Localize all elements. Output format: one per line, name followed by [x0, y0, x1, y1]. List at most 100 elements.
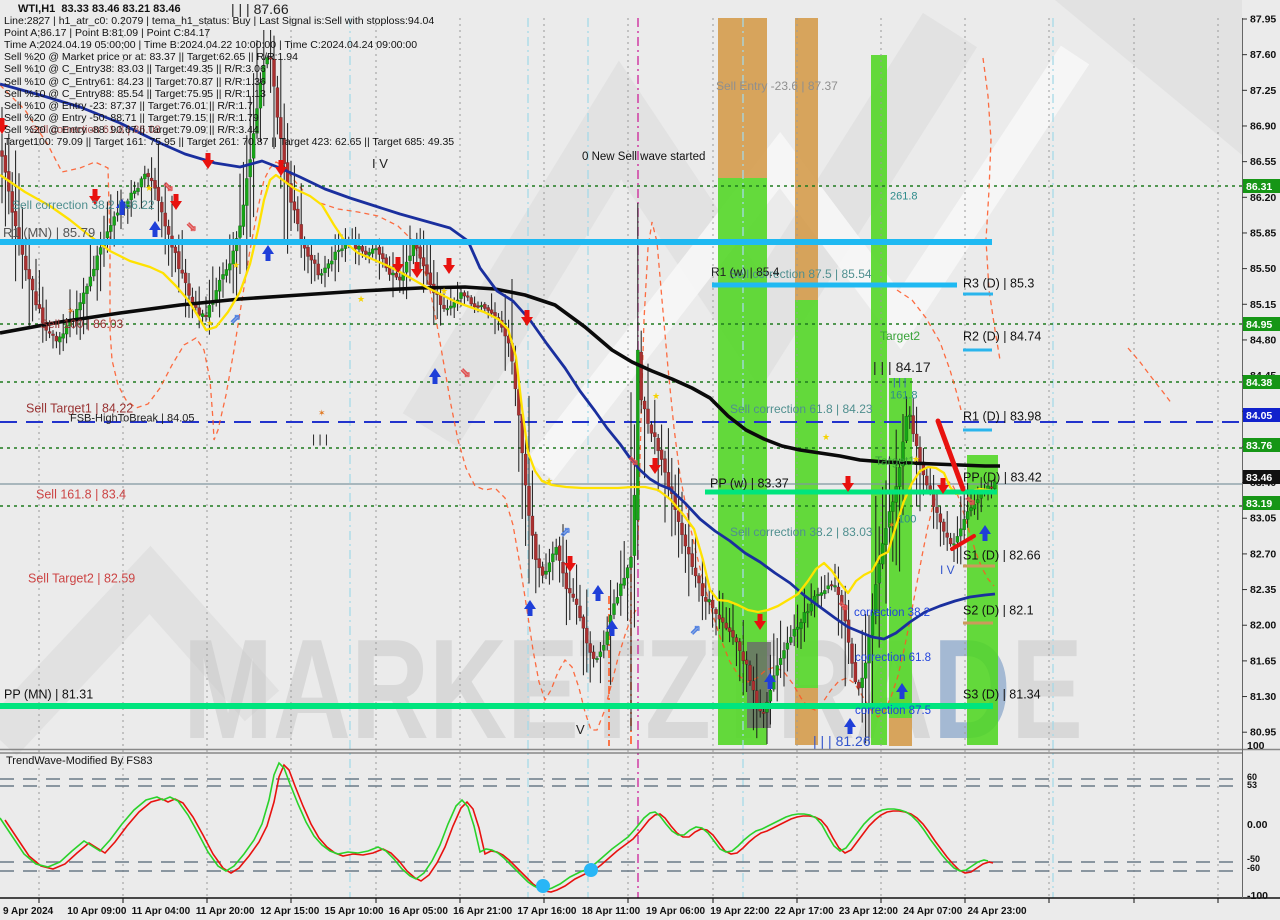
price-tick: 85.85 [1250, 227, 1276, 239]
chart-label: Sell 100 | 86.03 [40, 317, 124, 331]
time-tick: 9 Apr 2024 [3, 906, 54, 917]
time-tick: 23 Apr 12:00 [839, 906, 899, 917]
sell-arrow-icon [202, 153, 214, 169]
price-tick: 85.15 [1250, 299, 1276, 311]
chart-label: Sell correction 38.2 | 83.03 [730, 525, 873, 539]
star-icon: ★ [545, 476, 553, 486]
sell-arrow-icon [392, 257, 404, 273]
buy-arrow-icon [844, 718, 856, 734]
chart-label: R1 (w) | 85.4 [711, 265, 780, 279]
time-tick: 11 Apr 20:00 [196, 906, 255, 917]
chart-label: Sell correction 38.2 | 86.22 [12, 198, 155, 212]
buy-arrow-icon [262, 245, 274, 261]
session-band [795, 18, 818, 300]
hollow-arrow-icon: ⇘ [628, 453, 639, 468]
oscillator-title: TrendWave-Modified By FS83 [6, 755, 153, 767]
session-band [967, 455, 998, 745]
chart-label: | | | 84.17 [873, 359, 931, 375]
star-icon: ★ [822, 432, 830, 442]
price-badge-value: 83.76 [1246, 440, 1272, 452]
price-tick: 83.05 [1250, 513, 1276, 525]
chart-label: Sell correction 87.5 | 85.54 [729, 267, 872, 281]
hollow-arrow-icon: ⇗ [230, 311, 241, 326]
star-icon: ★ [652, 391, 660, 401]
chart-label: Sell 161.8 | 83.4 [36, 488, 126, 502]
time-tick: 24 Apr 07:00 [903, 906, 963, 917]
hollow-arrow-icon: ⇗ [560, 524, 571, 539]
oscillator-tick: 0.00 [1247, 819, 1268, 831]
time-tick: 12 Apr 15:00 [260, 906, 320, 917]
chart-label: FSB-HighToBreak | 84.05 [70, 412, 195, 424]
sell-arrow-icon [411, 262, 423, 278]
price-tick: 81.30 [1250, 691, 1276, 703]
time-tick: 17 Apr 16:00 [517, 906, 577, 917]
chart-label: correction 61.8 [855, 652, 931, 664]
chart-annotations: | | | 87.66 I V | | | V 0 New Sell wave star… [3, 1, 1042, 749]
chart-label: PP (w) | 83.37 [710, 477, 789, 491]
time-tick: 11 Apr 04:00 [132, 906, 191, 917]
sell-arrow-icon [937, 478, 949, 494]
oscillator-tick: -60 [1247, 863, 1260, 873]
price-badge [1243, 438, 1280, 452]
time-tick: 15 Apr 10:00 [325, 906, 385, 917]
star-icon: ★ [912, 454, 920, 464]
star-icon: ★ [440, 286, 448, 296]
chart-label: | | | 87.66 [231, 1, 289, 17]
sell-arrow-icon [170, 194, 182, 210]
price-tick: 87.95 [1250, 14, 1276, 26]
price-badge-value: 84.95 [1246, 319, 1272, 331]
chart-label: Sell Target1 | 84.22 [26, 402, 133, 416]
star-icon: ★ [232, 260, 240, 270]
chart-label: correction 38.2 [854, 607, 930, 619]
sell-arrow-icon [89, 189, 101, 205]
chart-label: correction 87.5 [855, 705, 931, 717]
price-badge [1243, 496, 1280, 510]
chart-label: S2 (D) | 82.1 [963, 604, 1034, 618]
time-tick: 10 Apr 09:00 [67, 906, 127, 917]
buy-arrow-icon [606, 620, 618, 636]
buy-arrow-icon [149, 221, 161, 237]
hollow-arrow-icon: ⇘ [965, 493, 976, 508]
price-tick: 84.80 [1250, 334, 1276, 346]
session-bands [718, 18, 998, 746]
buy-arrow-icon [429, 368, 441, 384]
price-badge-value: 83.46 [1246, 472, 1272, 484]
chart-label: R1 (MN) | 85.79 [3, 225, 95, 240]
buy-arrow-icon [592, 585, 604, 601]
chart-label: Sell correction 61.8 | 84.23 [730, 402, 873, 416]
price-tick: 87.25 [1250, 85, 1276, 97]
hollow-arrow-icon: ⇘ [186, 219, 197, 234]
price-axis[interactable]: 87.95 87.60 87.25 86.90 86.55 86.20 85.85 85.50… [1242, 14, 1280, 903]
price-tick: 80.95 [1250, 727, 1276, 739]
price-tick: 85.50 [1250, 263, 1276, 275]
session-band [871, 55, 887, 745]
chart-label: | | | [893, 378, 906, 389]
chart-label: V [576, 722, 585, 737]
price-tick: 86.20 [1250, 192, 1276, 204]
chart-label: R3 (D) | 85.3 [963, 277, 1034, 291]
pivot-lines [0, 239, 997, 709]
time-axis[interactable]: 9 Apr 2024 10 Apr 09:00 11 Apr 04:00 11 Apr… [3, 906, 1027, 917]
price-badge [1243, 375, 1280, 389]
time-tick: 19 Apr 06:00 [646, 906, 706, 917]
session-band [795, 688, 818, 745]
time-tick: 19 Apr 22:00 [710, 906, 770, 917]
sell-arrow-icon [564, 556, 576, 572]
time-tick: 24 Apr 23:00 [968, 906, 1028, 917]
oscillator-panel[interactable] [0, 748, 1280, 904]
price-badge-value: 84.38 [1246, 377, 1272, 389]
signal-arrows: ★ ★ ★ ★ ★ ★ ★ ★ ★ ✶ ✶ ✶ ⇘ ⇘ ⇘ ⇘ ⇘ ⇘ ⇗ ⇗ ⇗ [0, 118, 991, 734]
sell-arrow-icon [275, 160, 287, 176]
star-icon: ★ [206, 318, 214, 328]
star-icon: ★ [145, 183, 153, 193]
chart-label: Sell Entry -23.6 | 87.37 [716, 79, 838, 93]
oscillator-tick: -100 [1247, 890, 1268, 902]
chart-label: I V [940, 563, 955, 577]
price-tick: 82.70 [1250, 548, 1276, 560]
chart-label: I V [372, 156, 388, 171]
price-badge [1243, 408, 1280, 422]
main-chart-hit-area[interactable] [0, 18, 1242, 748]
hollow-arrow-icon: ⇘ [163, 179, 174, 194]
